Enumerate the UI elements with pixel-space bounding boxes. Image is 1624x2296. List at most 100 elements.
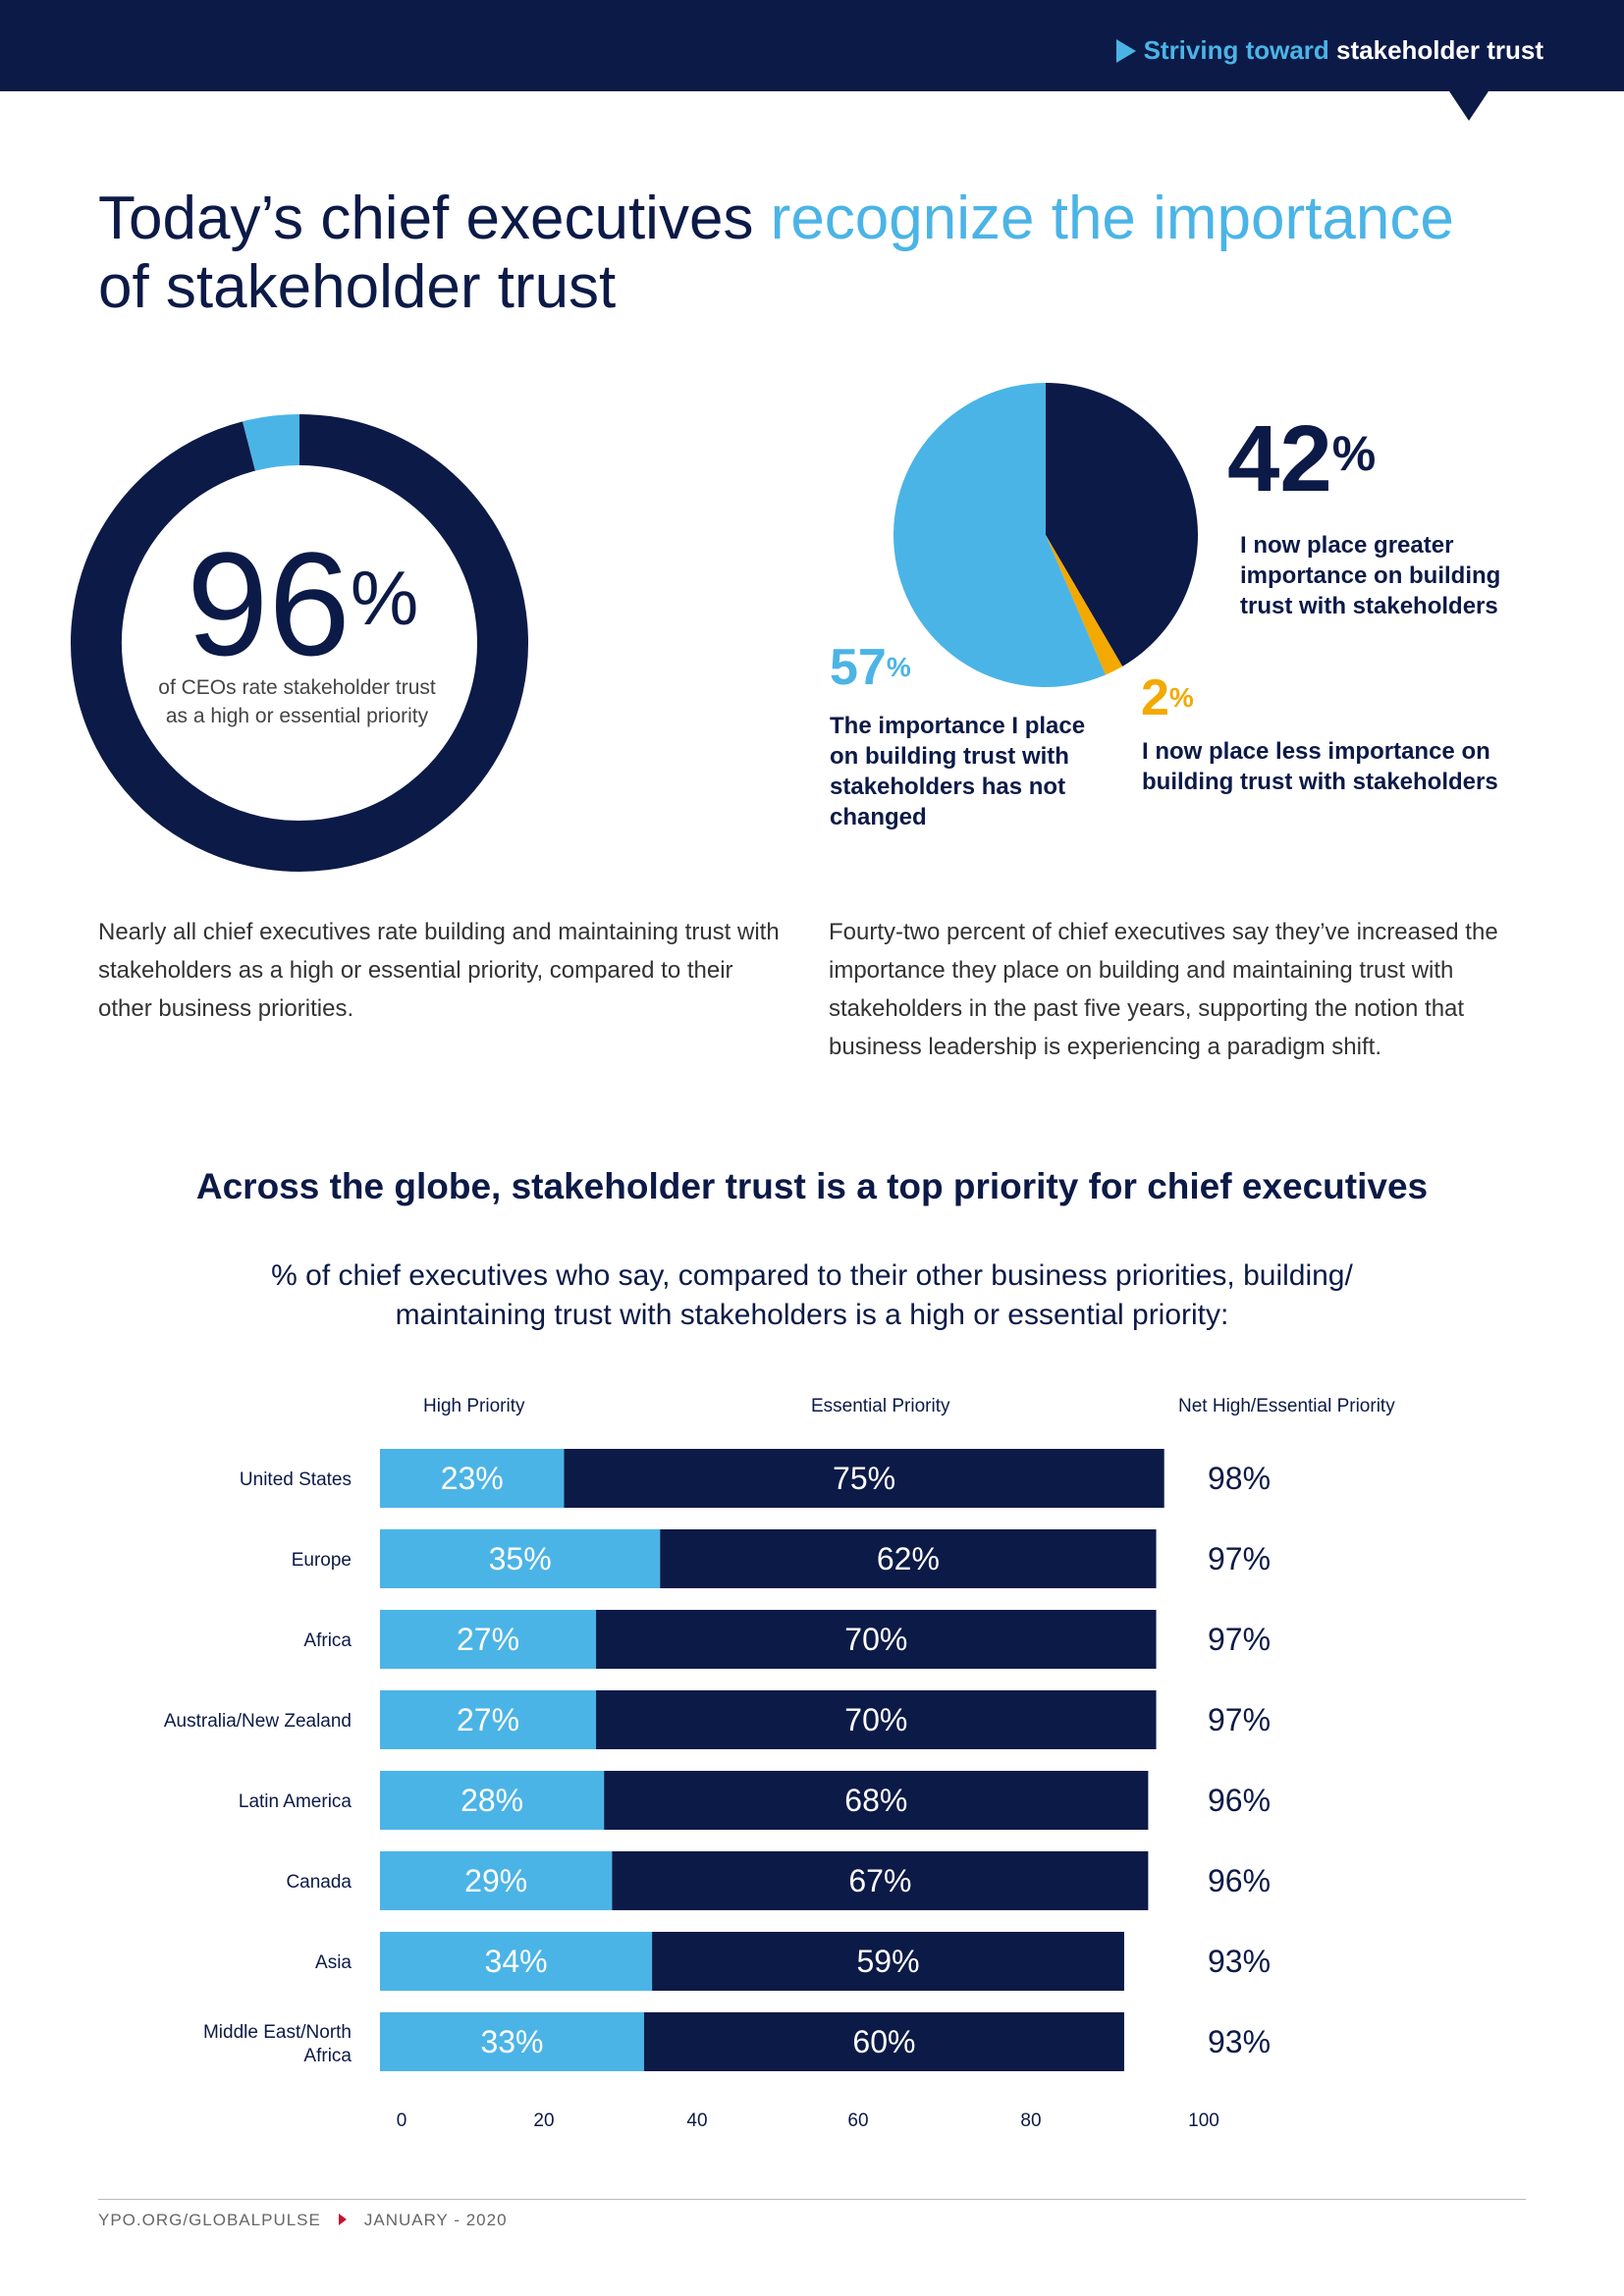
bar-essential-priority — [652, 1932, 1124, 1991]
breadcrumb-bold: stakeholder trust — [1336, 35, 1543, 65]
bar-essential-priority — [643, 2012, 1124, 2071]
donut-value-number: 96 — [187, 521, 351, 686]
high-priority-label: 27% — [457, 1702, 519, 1737]
bar-high-priority — [380, 1529, 661, 1588]
stacked-bar-chart: 23% 75% 98% United States 35% 62% 97% Europe 27%… — [164, 1449, 1271, 2131]
essential-priority-label: 75% — [833, 1461, 895, 1496]
breadcrumb-light: Striving toward — [1143, 35, 1329, 65]
footer-date: JANUARY - 2020 — [363, 2211, 508, 2229]
donut-caption: of CEOs rate stakeholder trust as a high… — [158, 676, 436, 727]
bar-essential-priority — [660, 1529, 1157, 1588]
bar-high-priority — [380, 1851, 613, 1910]
paragraph-right: Fourty-two percent of chief executives s… — [829, 919, 1498, 1060]
x-tick-label: 40 — [686, 2110, 707, 2131]
high-priority-label: 27% — [457, 1622, 519, 1657]
bar-essential-priority — [596, 1690, 1157, 1749]
x-tick-label: 80 — [1020, 2110, 1041, 2131]
donut-value-unit: % — [350, 555, 419, 641]
section-subtitle: % of chief executives who say, compared … — [271, 1259, 1353, 1331]
pie-slice-less — [1046, 535, 1123, 675]
category-label: Asia — [315, 1952, 352, 1973]
x-tick-label: 0 — [397, 2110, 407, 2131]
bar-high-priority — [380, 1690, 597, 1749]
net-priority-label: 93% — [1208, 1944, 1271, 1979]
column-header-net: Net High/Essential Priority — [1178, 1396, 1395, 1416]
high-priority-label: 23% — [441, 1461, 504, 1496]
pie-less-value: 2% — [1141, 672, 1194, 723]
pie-less-unit: % — [1168, 682, 1194, 713]
net-priority-label: 97% — [1208, 1622, 1271, 1657]
pie-unchanged-caption: The importance I place on building trust… — [830, 713, 1086, 830]
x-tick-label: 100 — [1188, 2110, 1219, 2131]
pie-greater-number: 42 — [1227, 406, 1332, 511]
footer-site: YPO.ORG/GLOBALPULSE — [98, 2211, 321, 2229]
net-priority-label: 93% — [1208, 2024, 1271, 2059]
pie-slice-unchanged — [893, 383, 1106, 687]
essential-priority-label: 70% — [844, 1702, 907, 1737]
pie-unchanged-unit: % — [886, 652, 911, 682]
banner-notch — [1449, 91, 1489, 121]
net-priority-label: 97% — [1208, 1541, 1271, 1576]
pie-greater-unit: % — [1331, 426, 1377, 481]
title-part-2: of stakeholder trust — [98, 253, 617, 321]
bar-high-priority — [380, 1610, 597, 1669]
donut-segment-other — [243, 414, 300, 471]
category-label: Africa — [303, 1630, 352, 1651]
category-label: United States — [240, 1469, 352, 1490]
high-priority-label: 35% — [489, 1541, 552, 1576]
pie-greater-value: 42% — [1227, 412, 1376, 507]
footer-divider — [98, 2199, 1526, 2200]
net-priority-label: 96% — [1208, 1863, 1271, 1898]
category-label: Canada — [286, 1872, 352, 1893]
pie-chart — [893, 383, 1198, 687]
high-priority-label: 29% — [464, 1863, 527, 1898]
pie-less-number: 2 — [1141, 669, 1169, 726]
essential-priority-label: 62% — [877, 1541, 940, 1576]
donut-segment-high-essential — [71, 414, 528, 872]
category-label: Australia/New Zealand — [164, 1711, 352, 1732]
bar-essential-priority — [596, 1610, 1157, 1669]
bar-high-priority — [380, 2012, 644, 2071]
pie-unchanged-number: 57 — [830, 639, 887, 696]
high-priority-label: 28% — [460, 1783, 523, 1818]
x-tick-label: 60 — [847, 2110, 868, 2131]
essential-priority-label: 70% — [844, 1622, 907, 1657]
title-part-1: Today’s chief executives — [98, 185, 771, 252]
essential-priority-label: 68% — [844, 1783, 907, 1818]
category-label: Europe — [292, 1550, 352, 1571]
title-accent: recognize the importance — [770, 185, 1454, 252]
page-title: Today’s chief executives recognize the i… — [98, 185, 1512, 322]
high-priority-label: 33% — [480, 2024, 543, 2059]
section-title: Across the globe, stakeholder trust is a… — [195, 1166, 1429, 1206]
pie-unchanged-value: 57% — [830, 642, 911, 693]
bar-essential-priority — [604, 1771, 1149, 1830]
essential-priority-label: 67% — [848, 1863, 911, 1898]
play-arrow-icon — [1115, 39, 1136, 63]
top-banner: Striving toward stakeholder trust — [0, 0, 1624, 91]
footer-arrow-icon — [338, 2214, 347, 2225]
breadcrumb: Striving toward stakeholder trust — [1115, 35, 1543, 66]
net-priority-label: 97% — [1208, 1702, 1271, 1737]
pie-slice-greater — [1046, 383, 1198, 667]
essential-priority-label: 60% — [852, 2024, 915, 2059]
column-header-high: High Priority — [423, 1396, 525, 1416]
paragraph-left: Nearly all chief executives rate buildin… — [98, 919, 780, 1022]
x-tick-label: 20 — [533, 2110, 554, 2131]
pie-greater-caption: I now place greater importance on buildi… — [1240, 532, 1501, 619]
column-header-essential: Essential Priority — [811, 1396, 950, 1416]
donut-value: 96% — [187, 530, 418, 677]
high-priority-label: 34% — [485, 1944, 548, 1979]
bar-essential-priority — [564, 1449, 1164, 1508]
category-label: Latin America — [239, 1791, 352, 1812]
pie-less-caption: I now place less importance on building … — [1142, 738, 1498, 795]
net-priority-label: 98% — [1208, 1461, 1271, 1496]
bar-essential-priority — [612, 1851, 1149, 1910]
essential-priority-label: 59% — [857, 1944, 920, 1979]
net-priority-label: 96% — [1208, 1783, 1271, 1818]
bar-high-priority — [380, 1932, 653, 1991]
bar-high-priority — [380, 1771, 605, 1830]
bar-high-priority — [380, 1449, 565, 1508]
category-label: Middle East/North Africa — [203, 2022, 352, 2066]
footer: YPO.ORG/GLOBALPULSE JANUARY - 2020 — [98, 2211, 508, 2230]
donut-chart — [71, 414, 528, 872]
